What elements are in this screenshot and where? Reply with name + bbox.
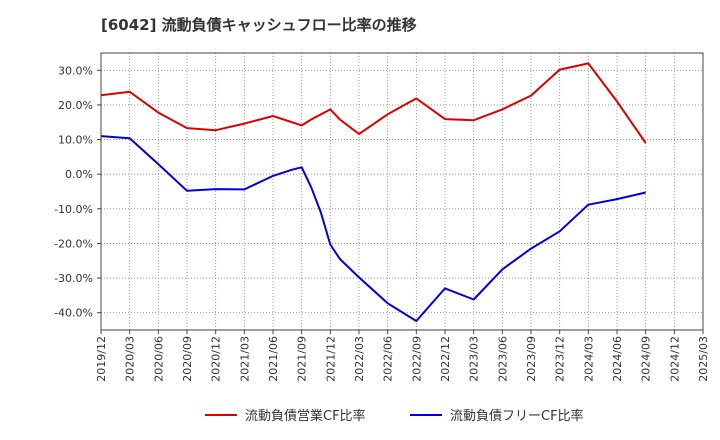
x-tick-label: 2023/03 xyxy=(468,336,481,382)
x-tick-label: 2022/09 xyxy=(410,336,423,382)
legend-label-2: 流動負債フリーCF比率 xyxy=(450,408,584,424)
plot-background xyxy=(101,53,703,330)
y-tick-label: -40.0% xyxy=(54,307,93,320)
x-tick-label: 2024/09 xyxy=(640,336,653,382)
legend: 流動負債営業CF比率 流動負債フリーCF比率 xyxy=(205,408,584,424)
y-tick-label: 0.0% xyxy=(65,168,93,181)
x-tick-label: 2020/09 xyxy=(181,336,194,382)
y-tick-label: 10.0% xyxy=(58,134,93,147)
x-tick-label: 2021/12 xyxy=(324,336,337,382)
series-line-1 xyxy=(100,62,647,144)
x-tick-label: 2024/06 xyxy=(611,336,624,382)
legend-label-1: 流動負債営業CF比率 xyxy=(245,408,366,424)
x-tick-label: 2020/12 xyxy=(210,336,223,382)
x-tick-label: 2023/09 xyxy=(525,336,538,382)
x-tick-label: 2021/03 xyxy=(238,336,251,382)
x-tick-label: 2022/03 xyxy=(353,336,366,382)
x-tick-label: 2020/06 xyxy=(152,336,165,382)
y-tick-label: -20.0% xyxy=(54,237,93,250)
y-tick-label: -10.0% xyxy=(54,203,93,216)
x-tick-label: 2021/09 xyxy=(296,336,309,382)
x-tick-label: 2024/12 xyxy=(668,336,681,382)
x-tick-label: 2023/12 xyxy=(554,336,567,382)
x-tick-label: 2024/03 xyxy=(582,336,595,382)
y-tick-label: 30.0% xyxy=(58,64,93,77)
x-tick-label: 2022/12 xyxy=(439,336,452,382)
y-tick-label: -30.0% xyxy=(54,272,93,285)
y-tick-label: 20.0% xyxy=(58,99,93,112)
series-layer xyxy=(100,62,647,322)
x-tick-label: 2019/12 xyxy=(95,336,108,382)
x-tick-label: 2020/03 xyxy=(124,336,137,382)
x-tick-label: 2021/06 xyxy=(267,336,280,382)
x-tick-label: 2022/06 xyxy=(382,336,395,382)
x-tick-label: 2023/06 xyxy=(496,336,509,382)
series-line-2 xyxy=(100,135,646,322)
grid-lines xyxy=(101,53,703,330)
x-tick-label: 2025/03 xyxy=(697,336,710,382)
y-axis-ticks: 30.0% 20.0% 10.0% 0.0% -10.0% -20.0% -30.0% -40… xyxy=(54,64,101,320)
x-axis-ticks: 2019/12 2020/03 2020/06 2020/09 2020/12 2021/… xyxy=(95,330,710,382)
plot-frame xyxy=(100,52,704,331)
chart-title: [6042] 流動負債キャッシュフロー比率の推移 xyxy=(101,16,417,34)
